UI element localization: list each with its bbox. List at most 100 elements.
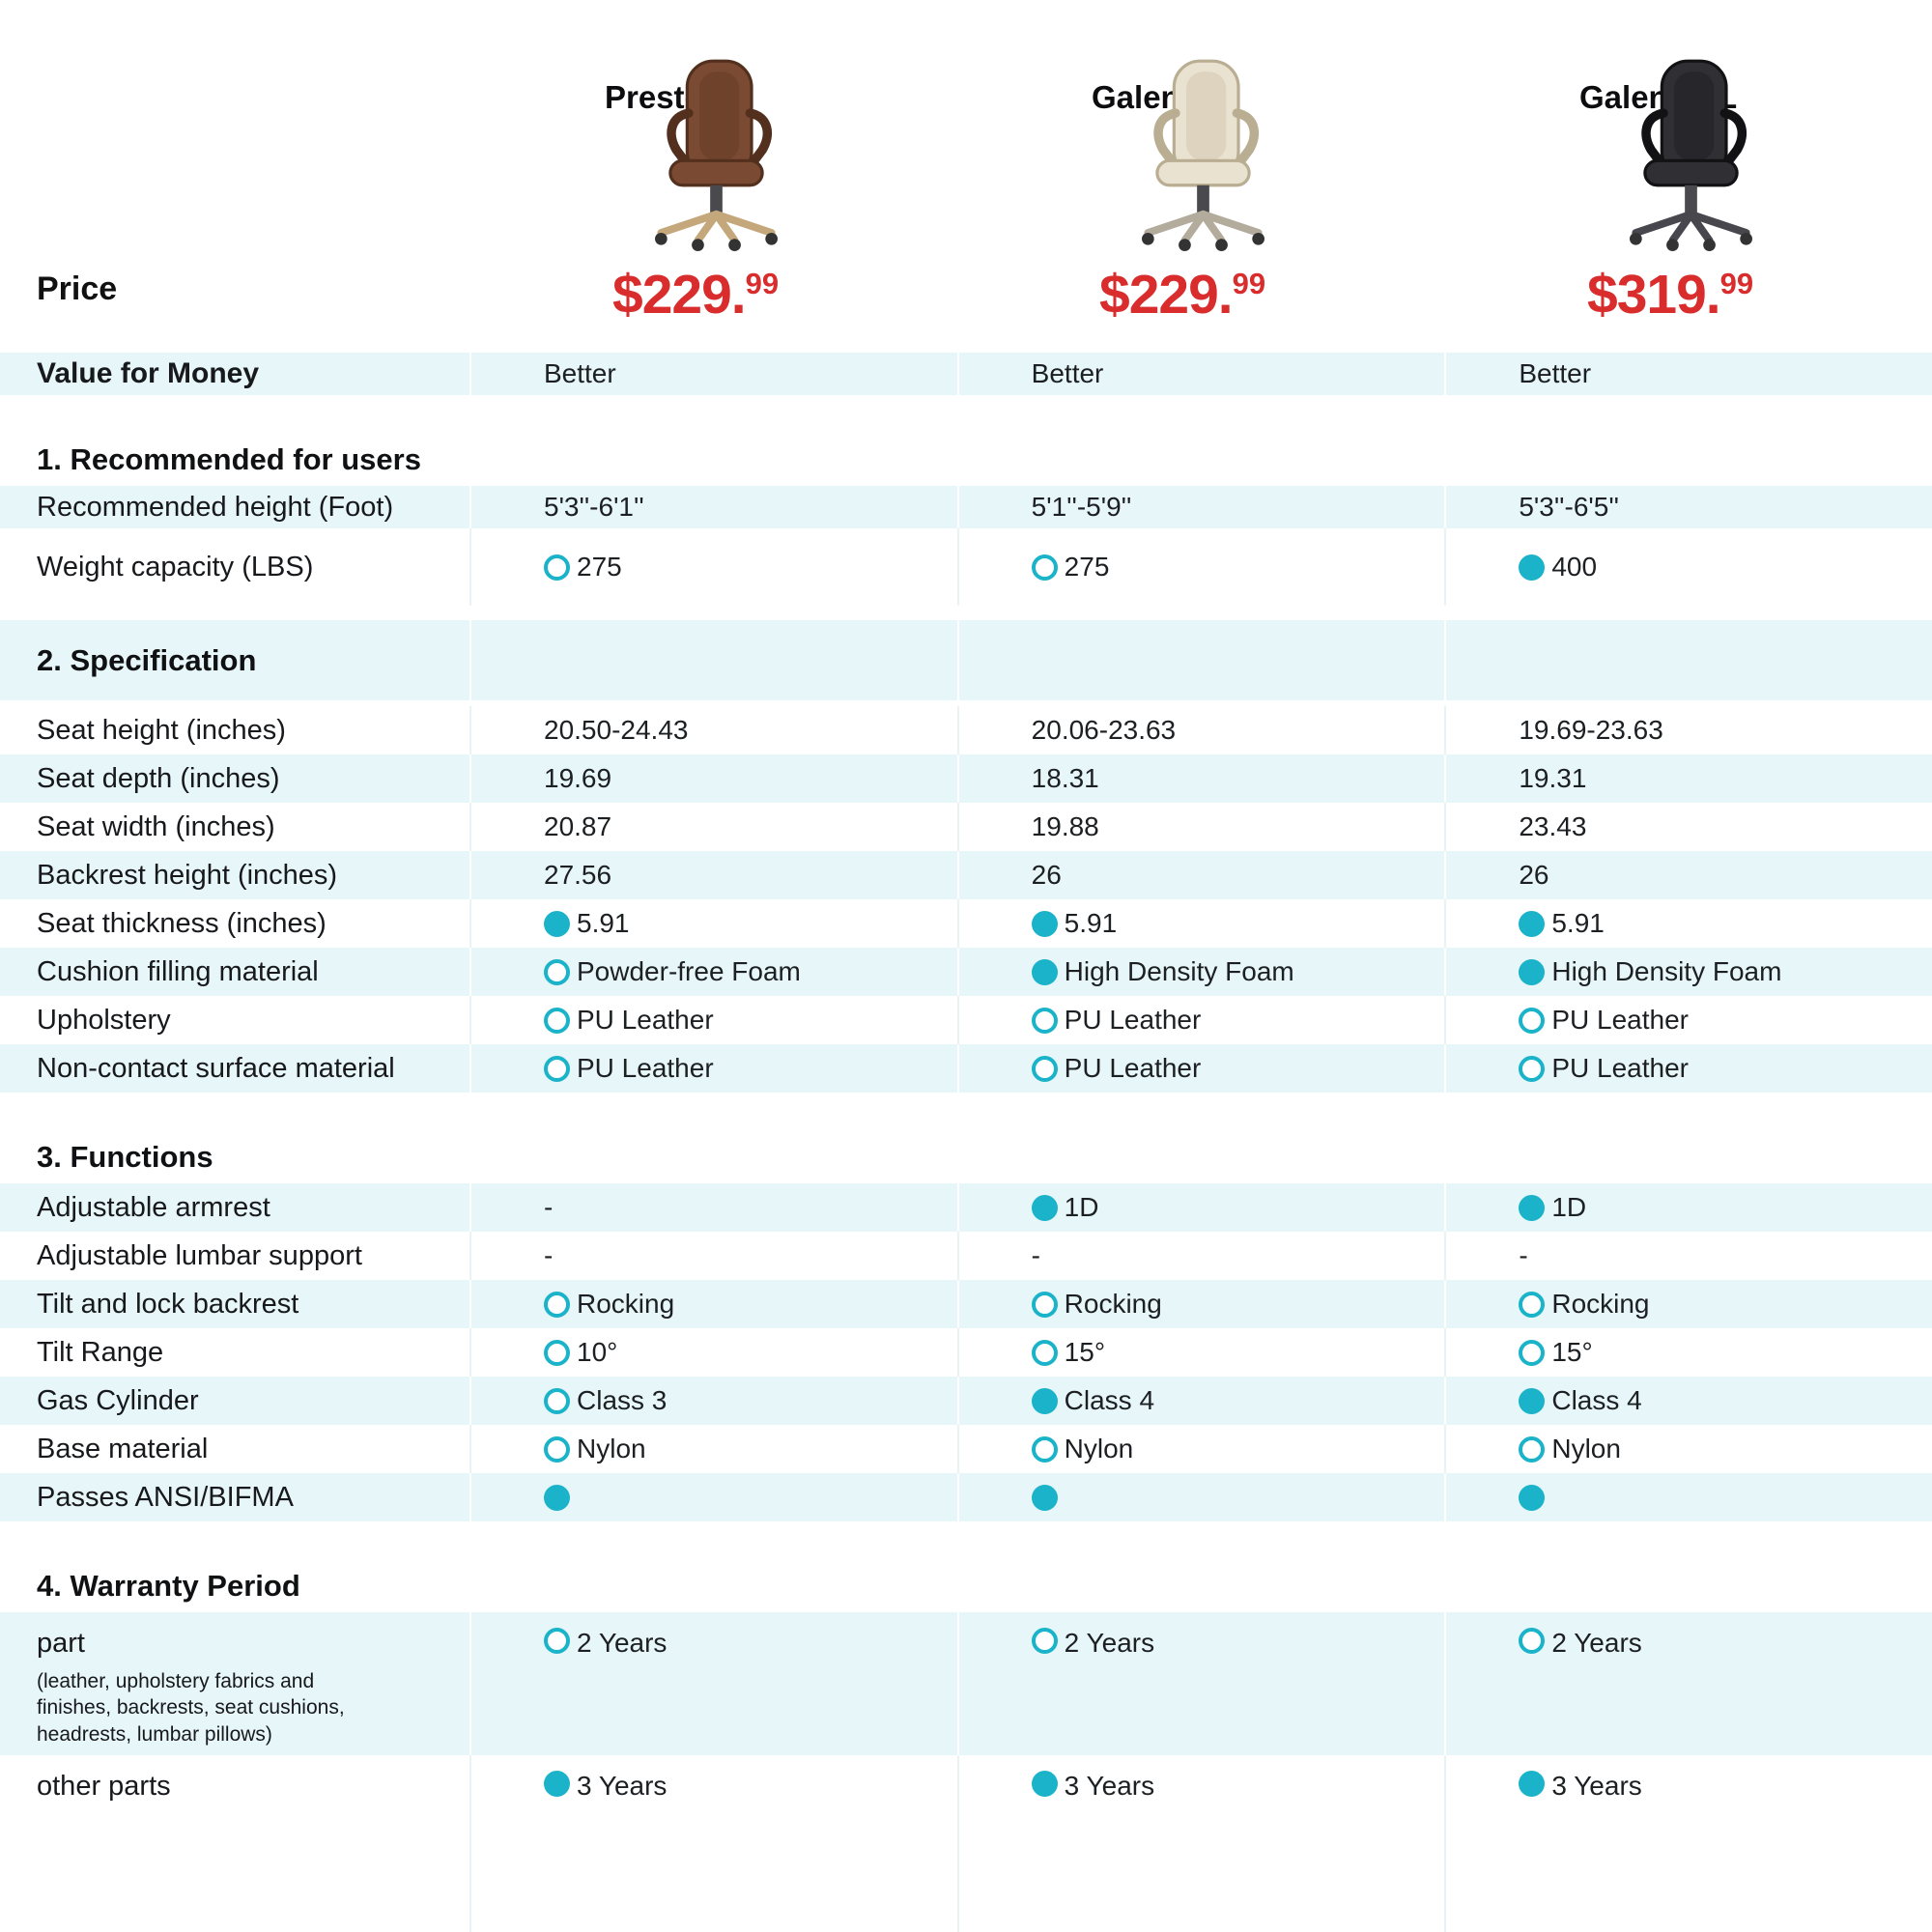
table-row: Cushion filling material Powder-free Foam… (0, 948, 1932, 996)
product-column: Preston $229.99 (469, 0, 957, 353)
hollow-circle-icon (544, 1291, 570, 1318)
hollow-circle-icon (544, 1339, 570, 1366)
row-label-cell: Tilt Range (0, 1328, 469, 1377)
value-cell: PU Leather (469, 1044, 957, 1093)
cell-value: Better (544, 358, 616, 388)
hollow-circle-icon (544, 554, 570, 581)
hollow-circle-icon (1519, 1291, 1546, 1318)
price-main: $319. (1587, 264, 1721, 326)
value-cell: Class 3 (469, 1377, 957, 1425)
comparison-table: Value for Money Better Better Better 1. Reco… (0, 353, 1932, 1932)
chair-image (1119, 58, 1288, 256)
value-cell: 20.06-23.63 (956, 706, 1445, 754)
product-price: $319.99 (1587, 263, 1753, 327)
value-cell: Better (469, 353, 957, 395)
row-label-cell: Value for Money (0, 353, 469, 395)
chair-image (1606, 58, 1776, 256)
section-title: 2. Specification (37, 642, 257, 677)
section-banner-cell (956, 620, 1445, 700)
cell-value: Rocking (1551, 1289, 1650, 1319)
cell-value: 2 Years (1064, 1628, 1155, 1658)
row-label: part (37, 1628, 85, 1659)
table-row: Upholstery PU Leather PU Leather PU Leather (0, 996, 1932, 1044)
cell-value: 26 (1031, 860, 1062, 890)
row-label-cell: Weight capacity (LBS) (0, 528, 469, 606)
value-cell: 2 Years (956, 1612, 1445, 1755)
value-cell: Nylon (469, 1425, 957, 1473)
value-cell: Rocking (469, 1280, 957, 1328)
table-row: Adjustable lumbar support - - - (0, 1232, 1932, 1280)
cell-value: 19.88 (1031, 811, 1099, 841)
cell-value: 20.87 (544, 811, 612, 841)
cell-value: Rocking (1064, 1289, 1162, 1319)
row-label-cell: Backrest height (inches) (0, 851, 469, 899)
table-row: Seat depth (inches) 19.69 18.31 19.31 (0, 754, 1932, 803)
row-label-cell: Adjustable armrest (0, 1183, 469, 1232)
filled-circle-icon (1031, 1484, 1058, 1511)
value-cell: 23.43 (1444, 803, 1932, 851)
row-label-cell: Base material (0, 1425, 469, 1473)
value-cell: 19.88 (956, 803, 1445, 851)
cell-value: 275 (1064, 552, 1110, 582)
row-label-cell: Adjustable lumbar support (0, 1232, 469, 1280)
filled-circle-icon (1031, 1387, 1058, 1414)
filled-circle-icon (1031, 1194, 1058, 1221)
value-cell: - (469, 1183, 957, 1232)
chair-image (632, 58, 801, 256)
row-label: Tilt and lock backrest (37, 1288, 299, 1320)
table-row: Tilt Range 10° 15° 15° (0, 1328, 1932, 1377)
row-label: other parts (37, 1771, 171, 1802)
filled-circle-icon (1031, 910, 1058, 937)
row-label-cell: other parts (0, 1755, 469, 1932)
value-cell: Nylon (1444, 1425, 1932, 1473)
cell-value: Better (1519, 358, 1592, 388)
row-label: Seat width (inches) (37, 810, 275, 842)
row-label-cell: Non-contact surface material (0, 1044, 469, 1093)
row-label: Upholstery (37, 1004, 171, 1036)
value-cell: 5.91 (469, 899, 957, 948)
value-cell: 3 Years (956, 1755, 1445, 1932)
cell-value: 5.91 (1551, 908, 1605, 938)
hollow-circle-icon (1031, 1435, 1058, 1463)
cell-value: 5.91 (577, 908, 630, 938)
hollow-circle-icon (1519, 1435, 1546, 1463)
value-cell: High Density Foam (1444, 948, 1932, 996)
filled-circle-icon (544, 1484, 570, 1511)
row-label: Adjustable lumbar support (37, 1239, 362, 1271)
row-label-note: (leather, upholstery fabrics and finishe… (37, 1670, 345, 1746)
filled-circle-icon (1519, 1387, 1546, 1414)
cell-value: 15° (1064, 1337, 1106, 1367)
hollow-circle-icon (1519, 1055, 1546, 1082)
hollow-circle-icon (1519, 1339, 1546, 1366)
value-cell: 26 (1444, 851, 1932, 899)
cell-value: 10° (577, 1337, 618, 1367)
value-cell: 26 (956, 851, 1445, 899)
cell-value: 3 Years (577, 1771, 668, 1801)
value-cell: Rocking (956, 1280, 1445, 1328)
row-label: Cushion filling material (37, 955, 319, 987)
value-cell: Class 4 (956, 1377, 1445, 1425)
cell-value: 1D (1551, 1192, 1587, 1222)
cell-value: 2 Years (577, 1628, 668, 1658)
cell-value: Rocking (577, 1289, 675, 1319)
table-row: part (leather, upholstery fabrics and fin… (0, 1612, 1932, 1755)
row-label-cell: Seat width (inches) (0, 803, 469, 851)
cell-value: Better (1031, 358, 1104, 388)
value-cell: - (956, 1232, 1445, 1280)
hollow-circle-icon (544, 1055, 570, 1082)
value-cell: 3 Years (469, 1755, 957, 1932)
cell-value: Class 4 (1551, 1385, 1642, 1415)
cell-value: 3 Years (1064, 1771, 1155, 1801)
value-cell: High Density Foam (956, 948, 1445, 996)
value-cell: PU Leather (1444, 996, 1932, 1044)
cell-value: 15° (1551, 1337, 1593, 1367)
value-cell: Nylon (956, 1425, 1445, 1473)
cell-value: 27.56 (544, 860, 612, 890)
hollow-circle-icon (544, 1387, 570, 1414)
value-cell: Powder-free Foam (469, 948, 957, 996)
value-cell: Class 4 (1444, 1377, 1932, 1425)
row-label: Recommended height (Foot) (37, 491, 394, 523)
filled-circle-icon (1519, 1771, 1546, 1797)
row-label: Tilt Range (37, 1336, 164, 1368)
filled-circle-icon (544, 1771, 570, 1797)
